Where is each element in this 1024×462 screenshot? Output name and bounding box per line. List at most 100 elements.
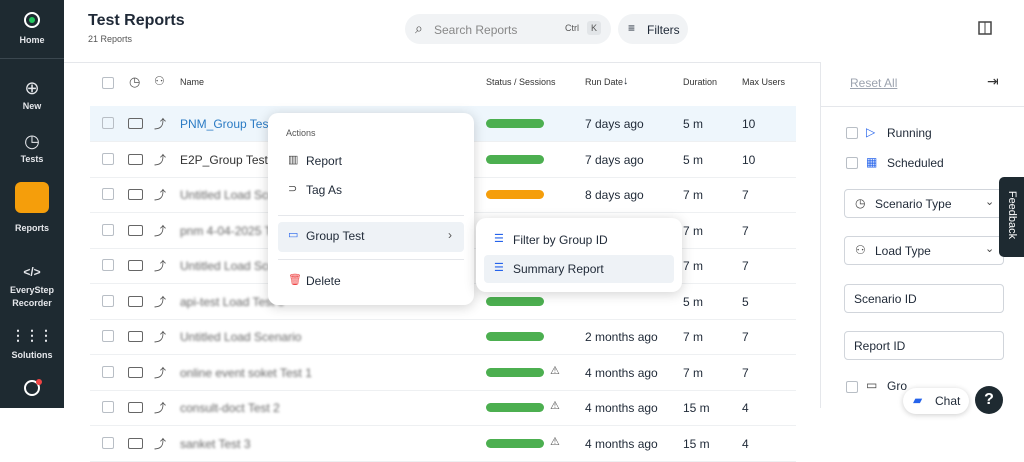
report-name[interactable]: pnm 4-04-2025 Test (180, 223, 287, 238)
duration: 5 m (683, 152, 704, 167)
menu-item[interactable]: Group Test (306, 229, 365, 243)
column-header[interactable]: Status / Sessions (486, 77, 556, 87)
filters-button[interactable]: ≡ Filters (618, 14, 688, 44)
menu-item[interactable]: Report (306, 154, 343, 168)
table-row[interactable]: ⤴ online event soket Test 1 ⚠ 4 months ago 7… (90, 355, 796, 391)
column-header[interactable]: Max Users (742, 77, 786, 87)
nav-everystep[interactable]: EveryStep Recorder (9, 285, 55, 308)
run-date: 7 days ago (585, 117, 644, 131)
status-bar (486, 154, 544, 164)
table-row[interactable]: ⤴ sanket Test 3 ⚠ 4 months ago 15 m 4 (90, 426, 796, 462)
checkbox[interactable] (102, 436, 114, 449)
checkbox[interactable] (102, 117, 114, 129)
max-users: 7 (742, 223, 749, 238)
menu-item[interactable]: Tag As (306, 183, 343, 197)
status-bar (486, 332, 544, 341)
checkbox[interactable] (846, 381, 858, 393)
menu-item[interactable]: Delete (306, 274, 341, 288)
sidebar: Home ⊕ New ◷ Tests Reports </> EveryStep… (0, 0, 64, 408)
report-name[interactable]: PNM_Group Test 1 (180, 117, 282, 131)
table-row[interactable]: ⤴ Untitled Load Scenario 2 months ago 7 m 7 (90, 319, 796, 355)
menu-icon: ⊃ (288, 183, 298, 195)
checkbox[interactable] (102, 330, 114, 342)
search[interactable]: ⌕ Search Reports Ctrl K (405, 14, 611, 44)
report-name[interactable]: Untitled Load Scenario (180, 330, 302, 344)
checkbox[interactable] (102, 259, 114, 271)
filter-select[interactable]: ◷ Scenario Type ⌄ (844, 189, 1004, 218)
nav-reports[interactable]: Reports (14, 223, 49, 233)
checkbox[interactable] (102, 152, 114, 165)
filter-input[interactable]: Scenario ID (844, 284, 1004, 313)
submenu-item[interactable]: Summary Report (513, 262, 604, 276)
checkbox[interactable] (102, 223, 114, 236)
flow-icon: ⤴ (154, 259, 167, 273)
kbd: Ctrl (565, 23, 579, 33)
duration: 5 m (683, 117, 704, 131)
status-bar (486, 438, 544, 448)
checkbox[interactable] (102, 401, 114, 413)
flow-icon: ⤴ (154, 436, 167, 451)
flow-icon: ⤴ (154, 188, 167, 202)
max-users: 10 (742, 152, 756, 167)
nav-solutions[interactable]: Solutions (11, 350, 53, 360)
duration: 7 m (683, 223, 704, 238)
type-icon (128, 295, 143, 307)
status-icon: ▦ (866, 155, 878, 169)
filter-select[interactable]: ⚇ Load Type ⌄ (844, 236, 1004, 265)
duration: 7 m (683, 365, 704, 380)
column-header[interactable]: Run Date (585, 77, 624, 87)
checkbox[interactable] (102, 188, 114, 200)
max-users: 4 (742, 436, 749, 451)
report-name[interactable]: api-test Load Test c (180, 294, 284, 309)
table-row[interactable]: ⤴ api-test Load Test c 5 m 5 (90, 284, 796, 320)
filter-check[interactable]: Scheduled (887, 156, 944, 170)
logo (24, 12, 40, 28)
report-name[interactable]: online event soket Test 1 (180, 365, 312, 380)
feedback-tab[interactable]: Feedback (999, 177, 1024, 257)
nav-new[interactable]: New (22, 101, 42, 111)
max-users: 7 (742, 365, 749, 380)
report-name[interactable]: E2P_Group Test 1 (180, 152, 278, 167)
select-label: Load Type (875, 244, 931, 258)
max-users: 7 (742, 188, 749, 202)
page-title: Test Reports (88, 12, 185, 29)
report-name[interactable]: consult-doct Test 2 (180, 401, 280, 415)
nav-home[interactable]: Home (19, 35, 45, 45)
column-header[interactable]: Name (180, 77, 205, 87)
select-label: Scenario Type (875, 197, 952, 211)
menu-title: Actions (286, 128, 316, 138)
filter-input[interactable]: Report ID (844, 331, 1004, 360)
run-date: 8 days ago (585, 188, 644, 202)
duration: 7 m (683, 259, 704, 273)
status-bar (486, 119, 544, 128)
filter-check[interactable]: Running (887, 126, 932, 140)
filters-label: Filters (647, 23, 680, 37)
submenu: ☰ Filter by Group ID ☰ Summary Report (476, 218, 682, 292)
max-users: 7 (742, 330, 749, 344)
duration: 7 m (683, 330, 704, 344)
submenu-item[interactable]: Filter by Group ID (513, 233, 608, 247)
checkbox[interactable] (102, 294, 114, 307)
duration: 5 m (683, 294, 704, 309)
chat-button[interactable]: ▰ Chat (903, 388, 969, 414)
column-header[interactable]: Duration (683, 77, 718, 87)
checkbox[interactable] (846, 157, 858, 169)
flow-icon: ⤴ (154, 117, 167, 131)
menu-icon: 🗑 (288, 274, 302, 286)
filter-group[interactable]: Gro (887, 379, 908, 393)
table-row[interactable]: ⤴ E2P_Group Test 1 7 days ago 5 m 10 (90, 142, 796, 178)
reset-all[interactable]: Reset All (850, 76, 898, 90)
nav-tests[interactable]: Tests (20, 154, 44, 164)
duration: 7 m (683, 188, 704, 202)
checkbox[interactable] (846, 127, 858, 139)
flow-icon: ⤴ (154, 294, 167, 309)
checkbox[interactable] (102, 365, 114, 378)
flow-icon: ⤴ (154, 330, 167, 344)
type-icon (128, 366, 143, 378)
flow-icon: ⤴ (154, 223, 167, 238)
duration: 15 m (683, 436, 710, 451)
help-button[interactable]: ? (975, 386, 1003, 414)
report-name[interactable]: sanket Test 3 (180, 436, 251, 451)
